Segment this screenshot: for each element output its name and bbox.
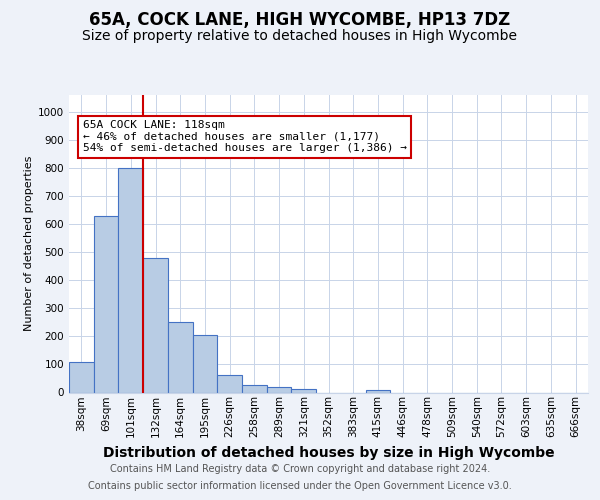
Bar: [365, 390, 390, 392]
Text: Contains public sector information licensed under the Open Government Licence v3: Contains public sector information licen…: [88, 481, 512, 491]
Bar: [193, 335, 217, 392]
Bar: [168, 322, 193, 392]
Bar: [267, 387, 292, 392]
Text: 65A COCK LANE: 118sqm
← 46% of detached houses are smaller (1,177)
54% of semi-d: 65A COCK LANE: 118sqm ← 46% of detached …: [83, 120, 407, 154]
Text: 65A, COCK LANE, HIGH WYCOMBE, HP13 7DZ: 65A, COCK LANE, HIGH WYCOMBE, HP13 7DZ: [89, 11, 511, 29]
Text: Contains HM Land Registry data © Crown copyright and database right 2024.: Contains HM Land Registry data © Crown c…: [110, 464, 490, 474]
Bar: [69, 362, 94, 392]
Bar: [217, 375, 242, 392]
Text: Size of property relative to detached houses in High Wycombe: Size of property relative to detached ho…: [83, 29, 517, 43]
Y-axis label: Number of detached properties: Number of detached properties: [24, 156, 34, 332]
Bar: [118, 168, 143, 392]
Bar: [292, 389, 316, 392]
Bar: [242, 385, 267, 392]
X-axis label: Distribution of detached houses by size in High Wycombe: Distribution of detached houses by size …: [103, 446, 554, 460]
Bar: [94, 216, 118, 392]
Bar: [143, 258, 168, 392]
